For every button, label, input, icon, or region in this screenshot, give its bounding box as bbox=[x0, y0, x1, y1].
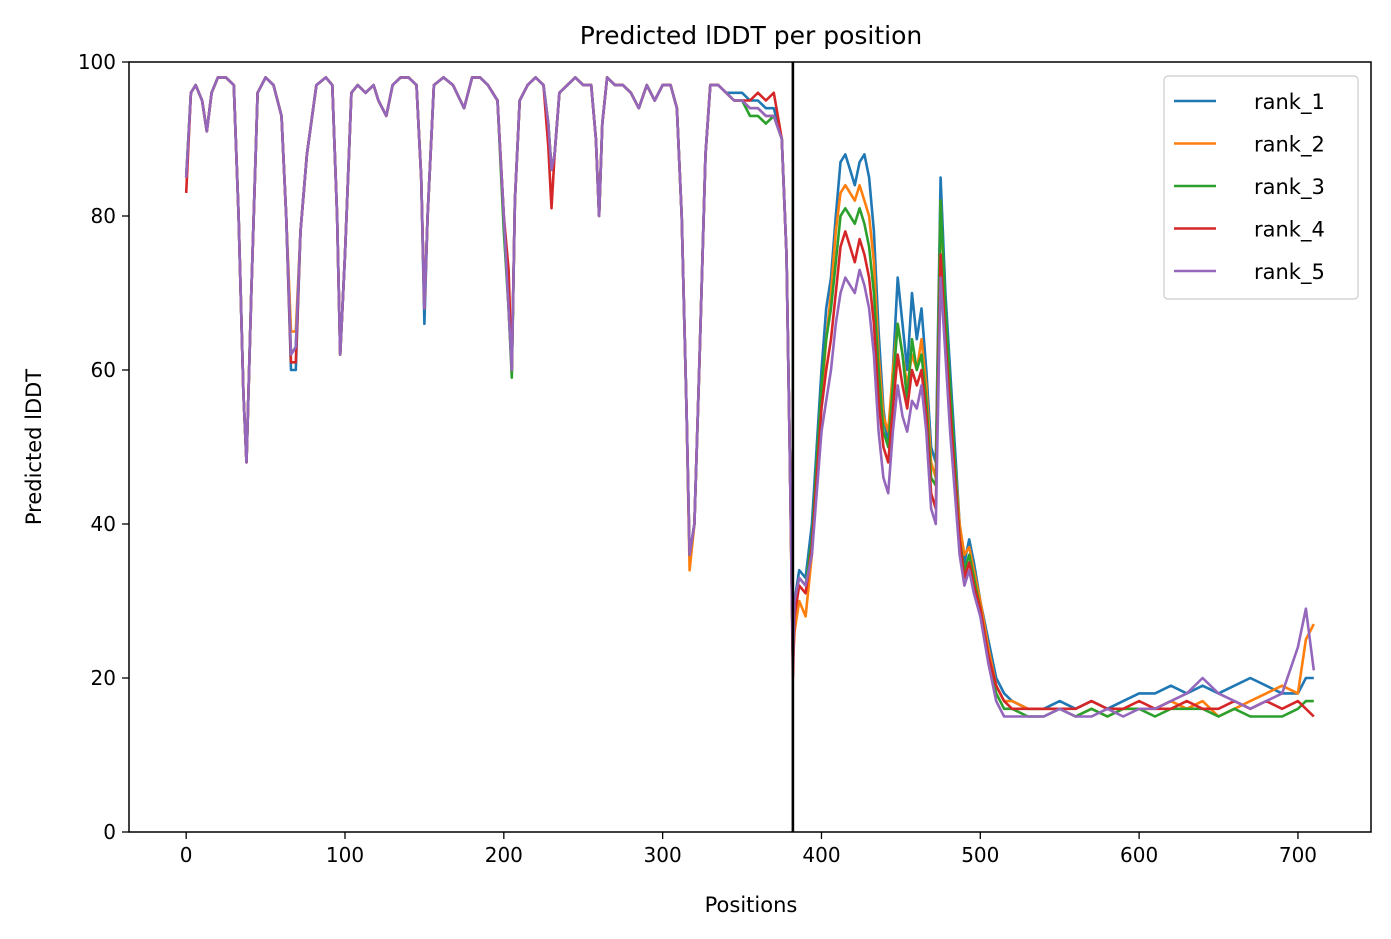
x-tick-label: 600 bbox=[1120, 843, 1158, 867]
series-line-rank-5 bbox=[184, 76, 1316, 718]
y-tick-label: 100 bbox=[78, 50, 116, 74]
legend-box bbox=[1163, 75, 1359, 300]
y-tick-label: 80 bbox=[91, 204, 116, 228]
legend-label-rank-4: rank_4 bbox=[1254, 218, 1325, 243]
legend-label-rank-5: rank_5 bbox=[1254, 260, 1325, 285]
chart-title: Predicted lDDT per position bbox=[580, 21, 922, 50]
x-tick-label: 200 bbox=[485, 843, 523, 867]
plot-frame bbox=[128, 61, 1372, 833]
y-tick-label: 40 bbox=[91, 512, 116, 536]
x-tick-label: 0 bbox=[180, 843, 193, 867]
x-tick-label: 500 bbox=[961, 843, 999, 867]
legend: rank_1 rank_2 rank_3 rank_4 rank_5 bbox=[1163, 75, 1359, 300]
x-axis-ticks: 0 100 200 300 400 500 600 700 bbox=[180, 832, 1317, 867]
legend-label-rank-3: rank_3 bbox=[1254, 175, 1325, 200]
y-tick-label: 20 bbox=[91, 666, 116, 690]
y-axis-ticks: 0 20 40 60 80 100 bbox=[78, 50, 129, 844]
legend-label-rank-2: rank_2 bbox=[1254, 133, 1325, 158]
x-tick-label: 300 bbox=[644, 843, 682, 867]
x-tick-label: 700 bbox=[1279, 843, 1317, 867]
x-tick-label: 100 bbox=[326, 843, 364, 867]
legend-label-rank-1: rank_1 bbox=[1254, 90, 1325, 115]
series-layer bbox=[184, 76, 1316, 718]
x-tick-label: 400 bbox=[802, 843, 840, 867]
x-axis-label: Positions bbox=[705, 893, 798, 917]
y-tick-label: 0 bbox=[103, 820, 116, 844]
y-axis-label: Predicted lDDT bbox=[22, 369, 46, 525]
y-tick-label: 60 bbox=[91, 358, 116, 382]
